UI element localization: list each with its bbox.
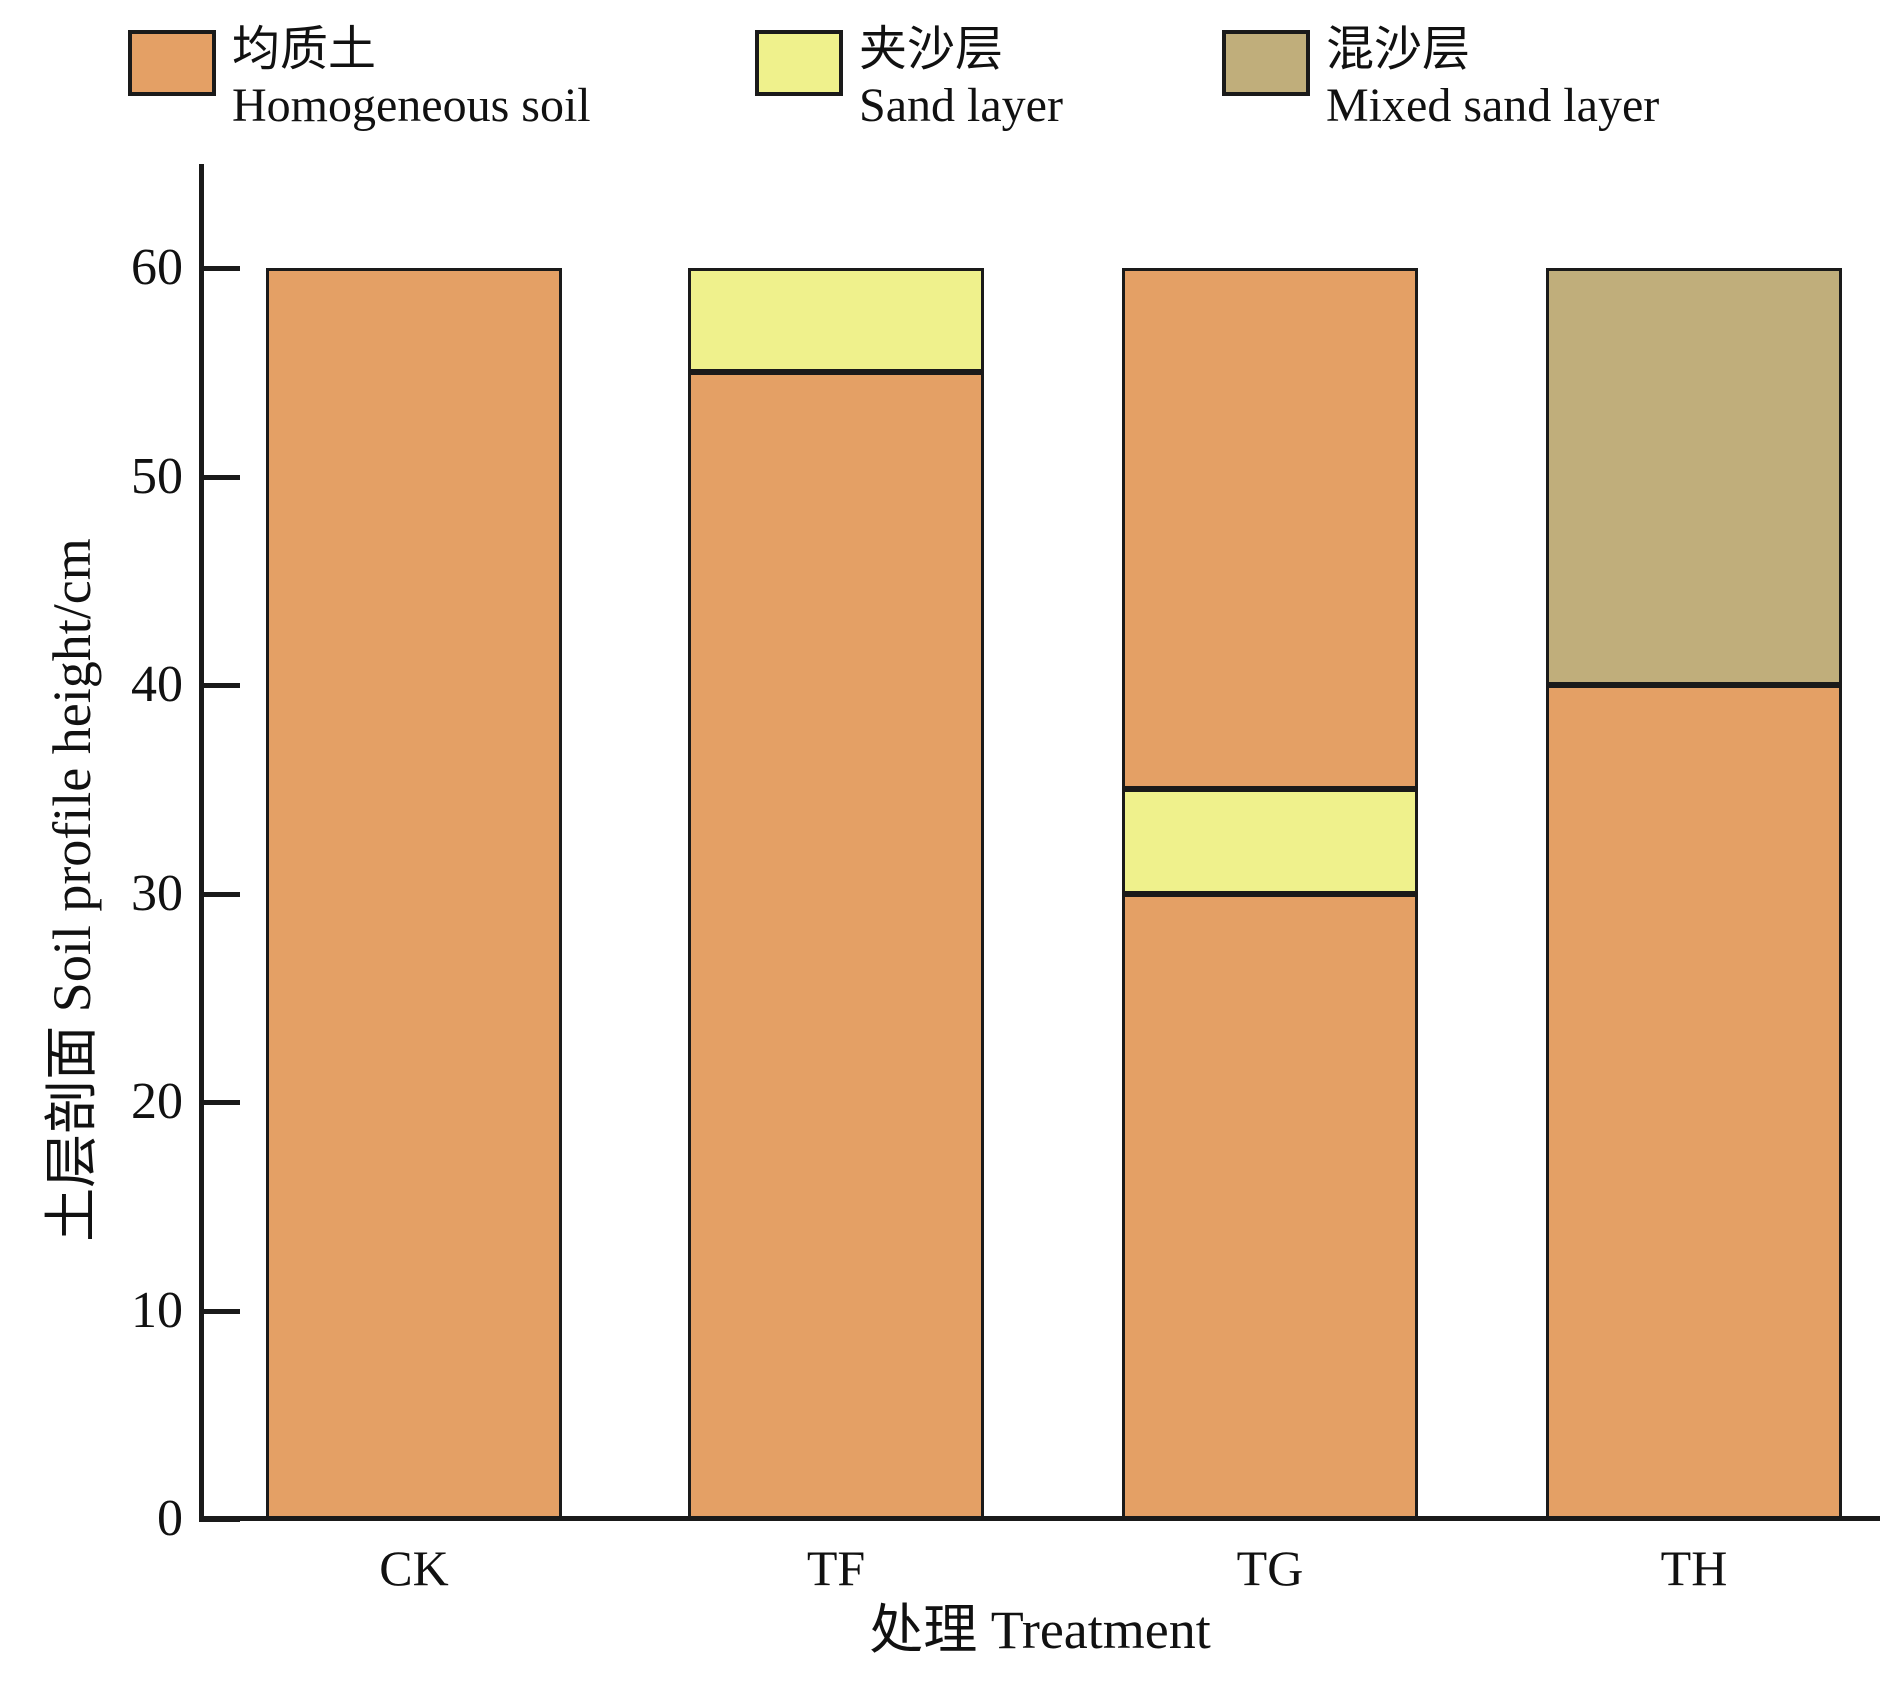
bar-segment-homogeneous_soil: [1546, 685, 1842, 1519]
y-axis-tick: [199, 266, 240, 271]
bar-segment-homogeneous_soil: [1122, 268, 1418, 790]
y-axis-tick-label: 20: [131, 1073, 183, 1130]
legend-label-en: Homogeneous soil: [232, 79, 591, 132]
y-axis-title: 土层剖面 Soil profile height/cm: [42, 538, 102, 1242]
y-axis-tick-label: 0: [157, 1490, 183, 1547]
legend-swatch-sand-layer: [755, 30, 843, 96]
legend-label-en: Mixed sand layer: [1326, 79, 1660, 132]
y-axis-tick: [199, 1100, 240, 1105]
x-axis-line: [199, 1516, 1880, 1521]
legend-item-sand-layer: 夹沙层 Sand layer: [755, 22, 1063, 134]
x-axis-category-label: CK: [379, 1540, 449, 1596]
y-axis-tick: [199, 683, 240, 688]
y-axis-tick-label: 40: [131, 656, 183, 713]
bar-segment-sand_layer: [1122, 789, 1418, 894]
bar-segment-mixed_sand_layer: [1546, 268, 1842, 685]
y-axis-tick-label: 30: [131, 864, 183, 922]
x-axis-title: 处理 Treatment: [869, 1600, 1211, 1660]
legend-item-homogeneous-soil: 均质土 Homogeneous soil: [128, 22, 591, 134]
y-axis-tick: [199, 474, 240, 480]
y-axis-tick-label: 60: [131, 239, 183, 296]
legend-item-mixed-sand-layer: 混沙层 Mixed sand layer: [1222, 22, 1659, 134]
bar-segment-homogeneous_soil: [1122, 893, 1418, 1519]
y-axis-tick: [199, 1308, 240, 1314]
y-axis-tick-label: 10: [131, 1281, 183, 1339]
legend-label-zh: 均质土: [232, 23, 377, 76]
legend-swatch-homogeneous-soil: [128, 30, 216, 96]
y-axis-tick-label: 50: [131, 447, 183, 505]
x-axis-category-label: TH: [1660, 1540, 1728, 1596]
legend-label-zh: 混沙层: [1326, 23, 1471, 76]
legend-label-zh: 夹沙层: [859, 23, 1004, 76]
legend-swatch-mixed-sand-layer: [1222, 30, 1310, 96]
x-axis-category-label: TF: [806, 1540, 866, 1596]
y-axis-line: [199, 164, 204, 1521]
y-axis-tick: [199, 1517, 240, 1522]
bar-segment-homogeneous_soil: [266, 268, 562, 1519]
bar-segment-homogeneous_soil: [688, 372, 984, 1519]
y-axis-tick: [199, 891, 240, 897]
bar-segment-sand_layer: [688, 268, 984, 373]
x-axis-category-label: TG: [1236, 1540, 1304, 1596]
legend-label-en: Sand layer: [859, 79, 1063, 132]
